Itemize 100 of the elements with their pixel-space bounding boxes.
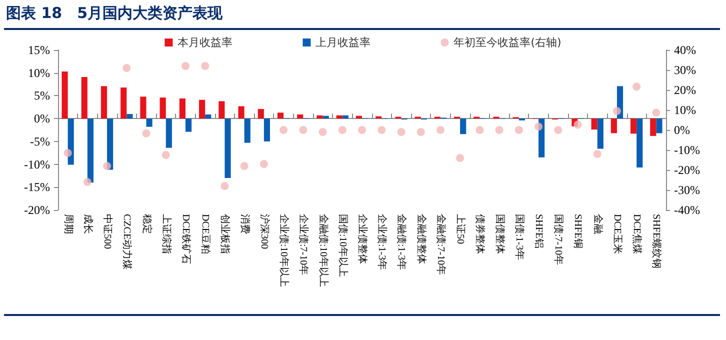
bar bbox=[591, 118, 598, 130]
point bbox=[612, 107, 621, 115]
point bbox=[181, 62, 190, 70]
x-tick-label: 金融债:7-10年 bbox=[434, 214, 447, 276]
bar bbox=[179, 98, 186, 119]
point bbox=[220, 182, 229, 190]
point bbox=[397, 128, 406, 136]
x-tick-label: DCE豆粕 bbox=[200, 214, 211, 254]
chart-title: 图表 18 5月国内大类资产表现 bbox=[6, 4, 223, 23]
x-tick-label: CZCE动力煤 bbox=[121, 214, 134, 270]
point bbox=[574, 120, 582, 129]
point bbox=[280, 126, 288, 134]
point bbox=[652, 108, 660, 117]
x-tick-label: 企业债整体 bbox=[356, 214, 368, 264]
x-tick-label: 金融 bbox=[592, 214, 604, 234]
bar bbox=[636, 118, 643, 168]
bar bbox=[126, 114, 133, 119]
x-tick-label: 国债:7-10年 bbox=[552, 214, 565, 266]
bar bbox=[81, 76, 88, 119]
point bbox=[201, 62, 210, 70]
bar bbox=[610, 118, 617, 134]
y2-tick-label: 10% bbox=[674, 103, 696, 117]
bar bbox=[264, 118, 270, 142]
x-tick-label: SHFE螺纹钢 bbox=[650, 214, 663, 268]
x-tick-label: 金融债整体 bbox=[415, 214, 428, 264]
x-tick-label: 企业债:7-10年 bbox=[298, 214, 310, 276]
point bbox=[378, 126, 386, 134]
y2-tick-label: -10% bbox=[674, 143, 700, 157]
x-tick-label: DCE焦煤 bbox=[631, 214, 644, 254]
bar bbox=[244, 118, 250, 143]
bar bbox=[336, 115, 342, 119]
point bbox=[83, 178, 92, 186]
point bbox=[416, 128, 425, 136]
bar bbox=[160, 98, 166, 119]
x-tick-label: 消费 bbox=[238, 214, 251, 234]
bar bbox=[356, 116, 362, 119]
bar bbox=[107, 118, 114, 170]
bar bbox=[166, 118, 172, 148]
x-tick-label: 上证综指 bbox=[160, 214, 172, 254]
x-tick-label: 国债整体 bbox=[494, 214, 506, 254]
x-tick-label: 金融债:1-3年 bbox=[396, 214, 408, 270]
y-tick-label: -15% bbox=[24, 180, 50, 194]
point bbox=[495, 126, 504, 134]
x-tick-label: 稳定 bbox=[140, 214, 153, 234]
bar bbox=[100, 86, 108, 119]
point bbox=[436, 126, 444, 134]
point bbox=[554, 126, 562, 134]
legend-label: 上月收益率 bbox=[316, 36, 371, 49]
x-tick-label: 沪深300 bbox=[258, 214, 270, 249]
point bbox=[142, 129, 150, 138]
point bbox=[476, 126, 484, 134]
bar bbox=[68, 118, 74, 165]
bar bbox=[342, 115, 348, 119]
x-tick-label: 企业债:1-3年 bbox=[376, 214, 388, 270]
y2-tick-label: -30% bbox=[674, 183, 700, 197]
point bbox=[514, 126, 523, 134]
x-tick-label: 创业板指 bbox=[219, 214, 232, 254]
legend-label: 本月收益率 bbox=[178, 36, 233, 49]
bar bbox=[205, 114, 212, 119]
x-tick-label: 金融债:10年以上 bbox=[317, 214, 330, 287]
point bbox=[318, 128, 327, 136]
legend-label: 年初至今收益率(右轴) bbox=[454, 36, 562, 49]
x-tick-label: 成长 bbox=[82, 214, 94, 234]
x-tick-label: DCE玉米 bbox=[611, 214, 624, 254]
bar bbox=[630, 118, 637, 134]
y2-tick-label: 0% bbox=[674, 123, 690, 137]
y-tick-label: -10% bbox=[24, 157, 50, 172]
y2-tick-label: -40% bbox=[674, 203, 700, 217]
y-tick-label: 0% bbox=[34, 112, 50, 126]
bar bbox=[224, 118, 231, 178]
y-tick-label: 15% bbox=[28, 43, 50, 57]
point bbox=[103, 162, 112, 170]
bar bbox=[140, 96, 146, 119]
y-tick-label: -5% bbox=[30, 134, 50, 148]
bar bbox=[62, 71, 68, 119]
bar bbox=[297, 114, 304, 119]
point bbox=[358, 126, 366, 134]
bar bbox=[656, 118, 662, 134]
bar bbox=[258, 108, 264, 119]
x-tick-label: SHFE铜 bbox=[572, 214, 584, 248]
bar bbox=[87, 118, 94, 183]
point bbox=[593, 150, 602, 158]
point bbox=[456, 154, 464, 162]
bar bbox=[185, 118, 192, 132]
y-tick-label: -20% bbox=[24, 203, 50, 217]
point bbox=[534, 122, 543, 131]
y-tick-label: 5% bbox=[34, 88, 50, 103]
y2-tick-label: 30% bbox=[674, 63, 696, 77]
bar bbox=[277, 112, 284, 119]
y2-tick-label: 20% bbox=[674, 83, 696, 97]
bar bbox=[322, 116, 329, 119]
x-tick-label: SHFE铝 bbox=[533, 214, 544, 248]
point bbox=[240, 162, 248, 170]
bar bbox=[120, 87, 127, 119]
x-tick-label: 企业债:10年以上 bbox=[278, 214, 290, 287]
x-tick-label: 债券整体 bbox=[474, 214, 486, 254]
point bbox=[162, 151, 170, 159]
point bbox=[338, 126, 346, 134]
bar bbox=[316, 115, 323, 119]
x-tick-label: 周期 bbox=[62, 214, 74, 234]
